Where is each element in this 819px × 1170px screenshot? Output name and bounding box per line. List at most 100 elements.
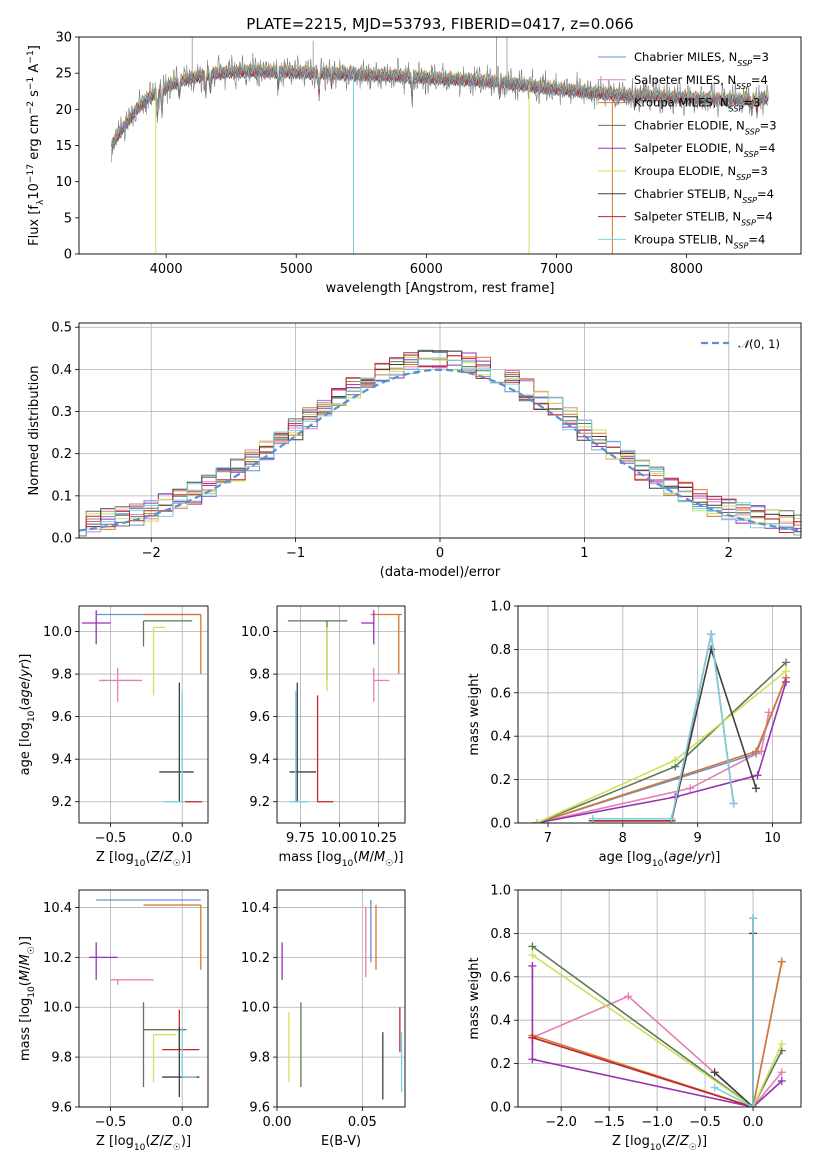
y-tick-label: 9.6: [51, 1101, 72, 1116]
x-axis-label-part: )]: [710, 850, 720, 865]
series-marker-kroupa_stelib: [749, 1103, 758, 1107]
x-tick-label: 7000: [540, 262, 573, 277]
legend-label-part: SSP: [741, 218, 756, 227]
series-line-kroupa_stelib: [714, 918, 754, 1107]
legend-label-part: =4: [748, 232, 765, 246]
x-tick-label: −1: [286, 546, 305, 561]
series-marker-kroupa_elodie: [528, 951, 537, 960]
legend-label-part: SSP: [737, 59, 752, 68]
axes-frame: [78, 36, 802, 255]
y-tick-label: 10.4: [43, 901, 72, 916]
y-tick-label: 9.8: [249, 668, 270, 683]
series-marker-salpeter_elodie: [777, 1076, 786, 1085]
x-axis-label-part: /: [675, 1134, 680, 1149]
y-axis-label-part: /: [18, 965, 33, 970]
legend-label: Chabrier STELIB, NSSP=4: [634, 187, 774, 205]
legend-label-part: Kroupa MILES, N: [634, 96, 729, 110]
legend-label-part: Salpeter MILES, N: [634, 73, 736, 87]
y-tick-label: 5: [64, 211, 72, 226]
legend-label-part: SSP: [745, 127, 760, 136]
y-axis-label-part: λ: [36, 199, 46, 205]
axes-frame: [78, 605, 209, 824]
ticks: 7 8 9 10 0.0 0.2 0.4 0.6 0.8 1.0: [490, 600, 781, 847]
legend-label: Chabrier ELODIE, NSSP=3: [634, 118, 777, 136]
x-axis-label-part: )]: [697, 1134, 707, 1149]
y-axis-label-part: (: [18, 981, 33, 986]
legend-label: Kroupa STELIB, NSSP=4: [634, 232, 765, 250]
y-axis-label-part: Normed distribution: [27, 366, 42, 496]
y-tick-label: 10.2: [241, 951, 270, 966]
legend-label-part: =3: [760, 118, 777, 132]
histogram-chabrier_miles: [79, 349, 801, 537]
plot-area-age_vs_Z: [81, 610, 203, 803]
ticks: −0.5 0.0 9.6 9.8 10.0 10.2 10.4: [43, 901, 192, 1130]
histogram-kroupa_stelib: [79, 357, 801, 537]
x-axis-label-part: yr: [696, 850, 712, 865]
y-axis-label-part: ]: [27, 45, 42, 50]
legend-label: Kroupa ELODIE, NSSP=3: [634, 164, 768, 182]
x-axis-label-part: 10: [342, 859, 354, 869]
y-tick-label: 9.8: [51, 668, 72, 683]
series-marker-salpeter_miles: [777, 1068, 786, 1077]
x-axis-label-part: )]: [393, 850, 403, 865]
y-tick-label: 0.2: [490, 1057, 511, 1072]
errorbar-salpeter_stelib: [316, 695, 334, 803]
y-axis-label-part: Flux [f: [27, 205, 42, 246]
x-tick-label: 0.05: [348, 1115, 377, 1130]
y-tick-label: 10.0: [43, 625, 72, 640]
series-marker-kroupa_stelib: [749, 914, 758, 923]
x-axis-label-part: Z: [666, 1134, 677, 1149]
y-tick-label: 0.8: [490, 927, 511, 942]
x-axis-label-part: M: [374, 850, 385, 865]
x-tick-label: 10: [764, 831, 781, 846]
x-axis-label: Z [log10(Z/Z☉)]: [96, 850, 191, 869]
x-axis-label-part: 10: [134, 859, 146, 869]
y-axis-label: mass [log10(M/M☉)]: [18, 936, 37, 1061]
x-tick-label: 9.75: [286, 831, 315, 846]
legend-label-part: (0, 1): [749, 337, 780, 351]
errorbar-kroupa_stelib: [289, 691, 309, 803]
y-axis-label: Flux [fλ10−17 erg cm−2 s−1 A−1]: [26, 45, 46, 246]
y-axis-label-part: −17: [26, 164, 36, 183]
y-tick-label: 10.0: [241, 625, 270, 640]
series-marker-kroupa_elodie: [532, 819, 541, 823]
y-tick-label: 9.6: [249, 1101, 270, 1116]
y-tick-label: 10.2: [43, 951, 72, 966]
ticks: −2.0 −1.5 −1.0 −0.5 0.0 0.0 0.2 0.4 0.6 0.8 1.0: [490, 884, 763, 1131]
y-tick-label: 0: [64, 248, 72, 263]
y-tick-label: 1.0: [490, 600, 511, 615]
series-marker-chabrier_stelib: [752, 784, 761, 793]
errorbar-salpeter_elodie: [361, 610, 375, 645]
series-line-kroupa_miles: [532, 961, 783, 1107]
x-axis-label: mass [log10(M/M☉)]: [279, 850, 404, 869]
legend-label-part: =4: [756, 210, 773, 224]
x-axis-label-part: (: [145, 1134, 150, 1149]
y-axis-label-part: −2: [26, 101, 36, 114]
x-tick-label: 0.0: [172, 1115, 193, 1130]
x-axis-label-part: 10: [650, 1143, 662, 1153]
x-tick-label: −1.5: [593, 1115, 625, 1130]
y-tick-label: 0.5: [51, 321, 72, 336]
plot-area-mass_vs_Z: [89, 899, 202, 1098]
plot-area-age_vs_mass: [287, 610, 402, 803]
y-axis-label-part: erg cm: [27, 114, 42, 163]
y-tick-label: 0.6: [490, 970, 511, 985]
series-marker-salpeter_miles: [624, 992, 633, 1001]
series-line-salpeter_elodie: [536, 681, 787, 823]
y-axis-label: age [log10(age/yr)]: [18, 654, 37, 776]
legend-label-part: SSP: [742, 195, 757, 204]
y-axis-label-part: M: [18, 970, 33, 981]
y-axis-label-part: A: [27, 64, 42, 77]
x-tick-label: 0: [436, 546, 444, 561]
ticks: 9.75 10.00 10.25 9.2 9.4 9.6 9.8 10.0: [241, 625, 397, 846]
axes-spectrum: 4000 5000 6000 7000 8000 0 5 10 15 20 25 30 waveleng…: [26, 31, 802, 296]
errorbar-chabrier_elodie: [142, 620, 193, 647]
axes-frame: [78, 322, 802, 539]
axes-frame: [276, 889, 406, 1108]
x-tick-label: 10.00: [321, 831, 358, 846]
y-tick-label: 0.1: [51, 489, 72, 504]
x-axis-label: Z [log10(Z/Z☉)]: [612, 1134, 707, 1153]
axes-age_vs_mass: 9.75 10.00 10.25 9.2 9.4 9.6 9.8 10.0 mass [log1…: [241, 605, 406, 869]
legend-label-part: Chabrier MILES, N: [634, 50, 737, 64]
